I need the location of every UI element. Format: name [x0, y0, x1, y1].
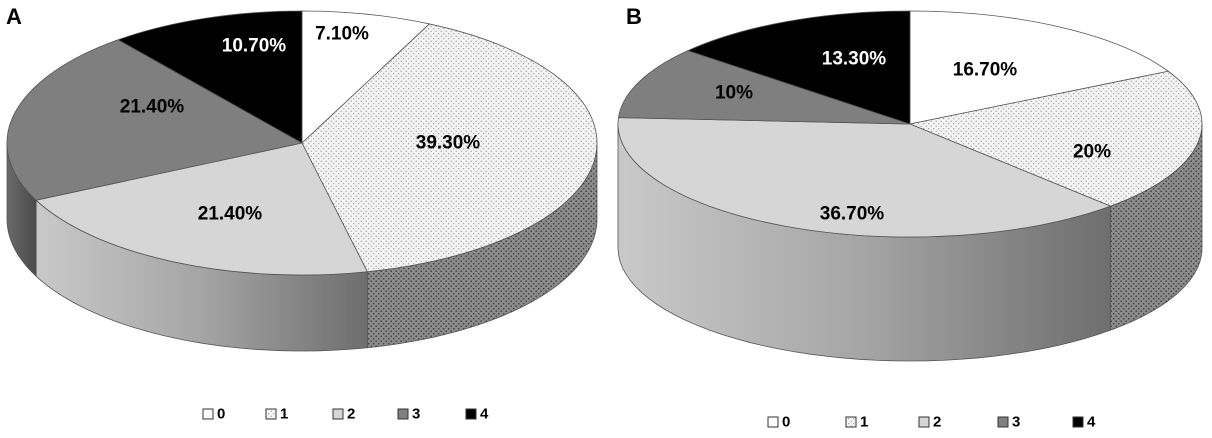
- legend-label-2: 2: [933, 414, 941, 431]
- legend-label-1: 1: [860, 414, 868, 431]
- legend-swatch-0: [767, 416, 779, 428]
- legend-label-3: 3: [1012, 414, 1020, 431]
- legend-item-0: 0: [767, 414, 790, 431]
- slice-category-1: [301, 23, 598, 273]
- slice-category-4: [686, 10, 911, 125]
- legend-item-3: 3: [397, 406, 420, 423]
- legend-swatch-1: [265, 408, 277, 420]
- slice-label-category-4: 10.70%: [222, 36, 287, 57]
- pie-top: [617, 10, 1203, 238]
- slice-label-category-2: 36.70%: [820, 204, 885, 225]
- panel-label-b: B: [626, 4, 642, 29]
- slice-labels: 7.10% 39.30% 21.40% 21.40% 10.70%: [120, 24, 481, 225]
- slice-category-1: [908, 70, 1203, 207]
- legend-item-4: 4: [1072, 414, 1096, 431]
- legend-label-1: 1: [280, 406, 288, 423]
- legend-swatch-1: [845, 416, 857, 428]
- slice-category-0: [909, 10, 1170, 125]
- legend-swatch-3: [397, 408, 409, 420]
- legend-swatch-2: [332, 408, 344, 420]
- legend-swatch-0: [202, 408, 214, 420]
- legend-label-3: 3: [412, 406, 420, 423]
- legend-swatch-3: [997, 416, 1009, 428]
- slice-label-category-3: 21.40%: [120, 97, 185, 118]
- panel-label-a: A: [6, 4, 22, 29]
- slice-label-category-2: 21.40%: [198, 204, 263, 225]
- legend-label-4: 4: [480, 406, 489, 423]
- pie-top: [6, 10, 598, 276]
- slice-label-category-1: 20%: [1073, 142, 1111, 163]
- slice-category-3: [618, 50, 911, 125]
- legend: 0 1 2 3 4: [202, 406, 489, 423]
- slice-label-category-0: 16.70%: [953, 60, 1018, 81]
- slice-label-category-0: 7.10%: [315, 24, 369, 45]
- slice-category-2: [35, 142, 368, 276]
- legend-label-0: 0: [217, 406, 225, 423]
- legend-label-2: 2: [347, 406, 355, 423]
- pie-chart-a: A 7.10% 39.30% 21.40% 21.40% 10.70% 0 1 2 3 4: [6, 4, 598, 423]
- legend-item-3: 3: [997, 414, 1020, 431]
- slice-label-category-3: 10%: [715, 83, 753, 104]
- legend-label-4: 4: [1087, 414, 1096, 431]
- legend-label-0: 0: [782, 414, 790, 431]
- legend-item-1: 1: [845, 414, 868, 431]
- pie-chart-b: B 16.70% 20% 36.70% 10% 13.30% 0 1 2 3 4: [617, 4, 1203, 431]
- legend-swatch-4: [465, 408, 477, 420]
- legend-item-2: 2: [918, 414, 941, 431]
- slice-category-2: [617, 117, 1112, 238]
- legend-swatch-4: [1072, 416, 1084, 428]
- slice-category-4: [117, 10, 303, 144]
- slice-category-0: [301, 10, 431, 144]
- legend-swatch-2: [918, 416, 930, 428]
- slice-label-category-1: 39.30%: [416, 133, 481, 154]
- legend-item-0: 0: [202, 406, 225, 423]
- slice-label-category-4: 13.30%: [822, 49, 887, 70]
- legend-item-1: 1: [265, 406, 288, 423]
- slice-labels: 16.70% 20% 36.70% 10% 13.30%: [715, 49, 1111, 225]
- legend-item-2: 2: [332, 406, 355, 423]
- legend-item-4: 4: [465, 406, 489, 423]
- legend: 0 1 2 3 4: [767, 414, 1096, 431]
- slice-category-3: [6, 39, 304, 201]
